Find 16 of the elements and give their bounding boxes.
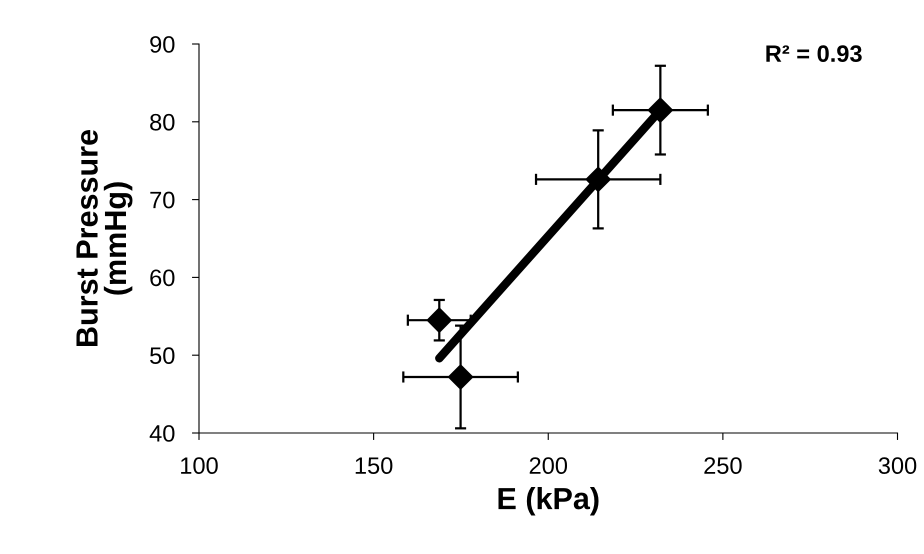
annotation: R² = 0.93 [766,45,862,62]
y-tick-label: 40 [150,425,174,442]
x-axis-title: E (kPa) [498,486,599,516]
point [448,364,474,390]
x-tick-label: 200 [530,457,568,474]
x-tick-label: 250 [704,457,742,474]
x-tick-label: 100 [181,457,218,474]
y-axis-title: Burst Pressure (mmHg) [76,130,132,346]
y-tick-label: 90 [150,36,174,53]
y-tick-label: 70 [150,192,174,208]
x-tick-label: 300 [878,457,916,474]
y-tick-label: 80 [150,114,174,131]
y-tick-label: 50 [150,347,174,364]
y-tick-label: 60 [150,269,174,286]
x-tick-label: 150 [356,457,392,474]
point [426,307,452,333]
